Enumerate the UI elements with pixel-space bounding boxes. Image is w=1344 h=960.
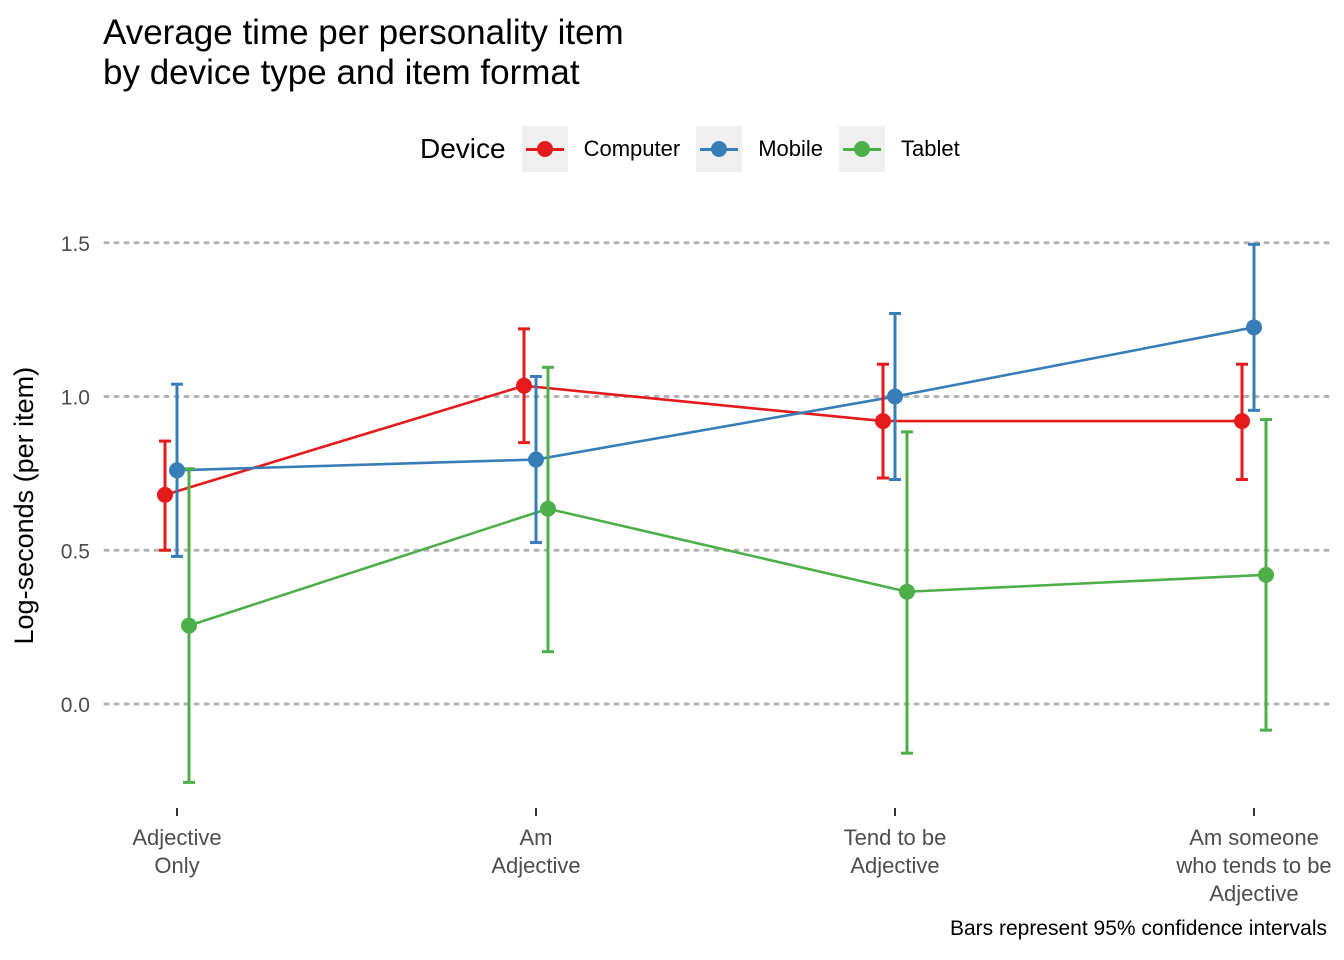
data-point-computer xyxy=(875,413,891,430)
legend-title: Device xyxy=(420,133,506,164)
y-axis-title: Log-seconds (per item) xyxy=(9,367,39,645)
data-point-mobile xyxy=(169,462,185,479)
legend-label-computer: Computer xyxy=(583,136,681,161)
x-tick-label: Adjective Only xyxy=(132,825,221,878)
legend-key-dot xyxy=(854,141,870,157)
chart-caption: Bars represent 95% confidence intervals xyxy=(949,917,1327,940)
data-point-tablet xyxy=(899,583,915,600)
legend-item-mobile: Mobile xyxy=(696,126,823,172)
data-point-mobile xyxy=(887,388,903,405)
chart-title-line-1: Average time per personality item xyxy=(103,13,624,52)
legend-key-dot xyxy=(711,141,728,157)
y-tick-label: 1.5 xyxy=(61,233,90,256)
legend-key-tablet xyxy=(839,126,885,172)
legend-label-mobile: Mobile xyxy=(758,136,823,161)
x-tick-label-line: Am xyxy=(520,825,553,850)
chart-title-line-2: by device type and item format xyxy=(103,53,580,92)
x-tick-label-line: Am someone xyxy=(1189,825,1319,850)
legend: Device Computer Mobile Tablet xyxy=(420,126,976,172)
y-tick-label: 1.0 xyxy=(61,387,90,410)
x-tick-label-line: Adjective xyxy=(132,825,221,850)
legend-key-computer xyxy=(521,126,568,172)
data-point-computer xyxy=(516,377,532,394)
series-line-mobile xyxy=(176,326,1255,472)
series-line-computer xyxy=(164,384,1242,497)
data-point-computer xyxy=(157,486,173,503)
x-tick-label: Am Adjective xyxy=(491,825,580,878)
legend-item-tablet: Tablet xyxy=(839,126,960,172)
y-tick-label: 0.5 xyxy=(61,540,90,563)
data-point-mobile xyxy=(528,451,544,468)
x-tick-label-line: Adjective xyxy=(850,853,939,878)
data-point-mobile xyxy=(1246,319,1262,336)
y-tick-label: 0.0 xyxy=(61,694,90,717)
x-tick-label: Am someone who tends to be Adjective xyxy=(1175,825,1331,906)
data-point-tablet xyxy=(1258,566,1274,583)
data-point-tablet xyxy=(181,617,197,634)
x-tick-label-line: Adjective xyxy=(491,853,580,878)
series-line-tablet xyxy=(188,507,1267,627)
legend-key-dot xyxy=(536,141,553,157)
x-tick-label: Tend to be Adjective xyxy=(844,825,947,878)
data-point-computer xyxy=(1234,413,1250,430)
x-tick-label-line: Only xyxy=(154,853,199,878)
x-tick-label-line: Adjective xyxy=(1209,881,1298,906)
x-tick-label-line: Tend to be xyxy=(844,825,947,850)
legend-key-mobile xyxy=(696,126,743,172)
x-tick-label-line: who tends to be xyxy=(1175,853,1331,878)
legend-label-tablet: Tablet xyxy=(901,136,960,161)
data-point-tablet xyxy=(540,500,556,517)
legend-item-computer: Computer xyxy=(521,126,681,172)
